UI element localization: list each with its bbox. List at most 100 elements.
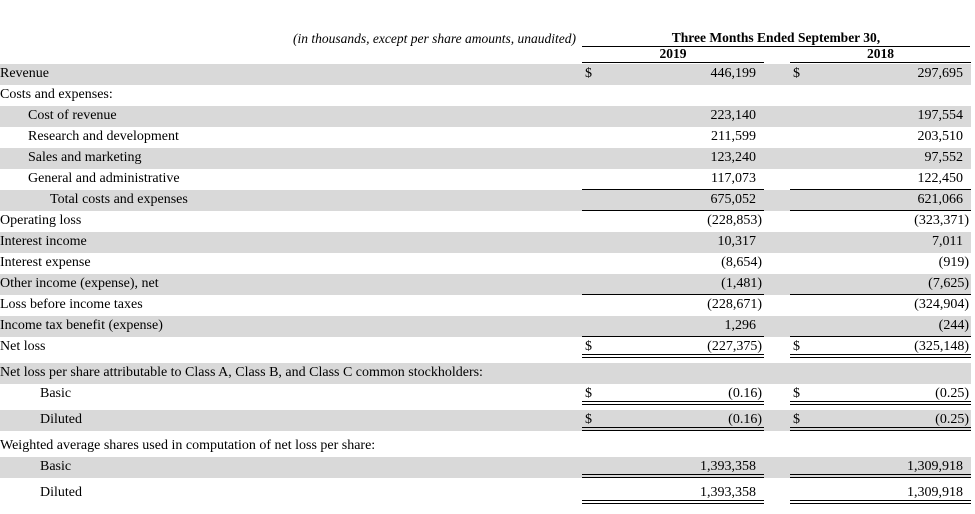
table-row-costs-header: Costs and expenses: [0,85,971,106]
value-2019: 211,599 [711,129,756,144]
value-2018: (919) [938,255,969,270]
units-note: (in thousands, except per share amounts,… [293,31,576,46]
row-label: Operating loss [0,213,82,228]
dollar-sign: $ [793,412,800,427]
row-label: Total costs and expenses [50,192,188,207]
table-row-operating-loss: Operating loss (228,853) (323,371) [0,211,971,232]
row-label: Weighted average shares used in computat… [0,438,376,453]
row-label: Sales and marketing [28,150,142,165]
value-2018: 203,510 [917,129,964,144]
table-row-diluted-shares: Diluted 1,393,358 1,309,918 [0,483,971,504]
value-2018: 1,309,918 [907,459,963,474]
column-gap [764,384,790,405]
column-gap [764,483,790,504]
table-row-revenue: Revenue $446,199 $297,695 [0,64,971,85]
column-gap [764,274,790,295]
value-2019: (0.16) [728,386,762,401]
row-label: Interest expense [0,255,91,270]
table-row-total-costs: Total costs and expenses 675,052 621,066 [0,190,971,211]
column-gap [764,190,790,211]
row-label: Basic [40,459,72,474]
table-row-income-tax: Income tax benefit (expense) 1,296 (244) [0,316,971,337]
table-row-per-share-header: Net loss per share attributable to Class… [0,363,971,384]
row-label: Costs and expenses: [0,87,113,102]
dollar-sign: $ [585,412,592,427]
value-2018: (325,148) [914,339,969,354]
value-2019: (227,375) [707,339,762,354]
dollar-sign: $ [793,66,800,81]
row-label: Cost of revenue [28,108,117,123]
column-gap [764,337,790,358]
value-2019: 1,296 [724,318,757,333]
table-row-basic-per-share: Basic $ (0.16) $ (0.25) [0,384,971,405]
value-2019: (0.16) [728,412,762,427]
column-gap [764,64,790,85]
value-2018: (0.25) [935,386,969,401]
column-gap [764,410,790,431]
table-header-row-1: (in thousands, except per share amounts,… [0,30,975,47]
row-label: Diluted [40,412,82,427]
value-2018: 7,011 [932,234,963,249]
income-statement-document: (in thousands, except per share amounts,… [0,30,975,504]
value-2018: 97,552 [924,150,964,165]
value-2018: 122,450 [917,171,964,186]
value-2019: 117,073 [711,171,756,186]
table-row-diluted-per-share: Diluted $ (0.16) $ (0.25) [0,410,971,431]
row-label: Other income (expense), net [0,276,159,291]
column-gap [764,295,790,316]
row-label: Net loss per share attributable to Class… [0,365,483,380]
value-2018: (323,371) [914,213,969,228]
value-2018: 197,554 [917,108,964,123]
column-gap [764,232,790,253]
column-gap [764,127,790,148]
column-header-2018: 2018 [790,46,971,63]
value-2019: (8,654) [721,255,762,270]
column-gap [764,316,790,337]
dollar-sign: $ [793,339,800,354]
dollar-sign: $ [585,339,592,354]
dollar-sign: $ [793,386,800,401]
column-gap [764,106,790,127]
value-2018: (244) [938,318,969,333]
table-header-row-2: 2019 2018 [0,46,975,63]
table-row-interest-income: Interest income 10,317 7,011 [0,232,971,253]
value-2018: 297,695 [917,66,964,81]
row-label: Loss before income taxes [0,297,143,312]
column-gap [764,457,790,478]
value-2019: 123,240 [710,150,757,165]
dollar-sign: $ [585,66,592,81]
row-label: General and administrative [28,171,180,186]
table-row-cost-of-revenue: Cost of revenue 223,140 197,554 [0,106,971,127]
row-label: Net loss [0,339,46,354]
dollar-sign: $ [585,386,592,401]
value-2019: 675,052 [710,192,757,207]
column-gap [764,169,790,190]
period-header: Three Months Ended September 30, [582,30,970,47]
value-2018: 621,066 [917,192,964,207]
table-row-basic-shares: Basic 1,393,358 1,309,918 [0,457,971,478]
row-label: Basic [40,386,72,401]
table-row-other-income: Other income (expense), net (1,481) (7,6… [0,274,971,295]
table-row-research-development: Research and development 211,599 203,510 [0,127,971,148]
table-row-weighted-avg-header: Weighted average shares used in computat… [0,436,971,457]
row-label: Interest income [0,234,87,249]
value-2019: (228,671) [707,297,762,312]
row-label: Research and development [28,129,179,144]
table-row-sales-marketing: Sales and marketing 123,240 97,552 [0,148,971,169]
value-2019: (1,481) [721,276,762,291]
table-row-loss-before-taxes: Loss before income taxes (228,671) (324,… [0,295,971,316]
value-2019: 1,393,358 [700,459,756,474]
value-2019: 223,140 [710,108,757,123]
table-row-general-administrative: General and administrative 117,073 122,4… [0,169,971,190]
value-2018: (7,625) [928,276,969,291]
value-2019: 1,393,358 [700,485,756,500]
column-gap [764,253,790,274]
column-gap [764,211,790,232]
row-label: Revenue [0,66,49,81]
table-row-interest-expense: Interest expense (8,654) (919) [0,253,971,274]
row-label: Diluted [40,485,82,500]
row-label: Income tax benefit (expense) [0,318,163,333]
value-2019: (228,853) [707,213,762,228]
value-2019: 10,317 [717,234,757,249]
value-2019: 446,199 [710,66,757,81]
